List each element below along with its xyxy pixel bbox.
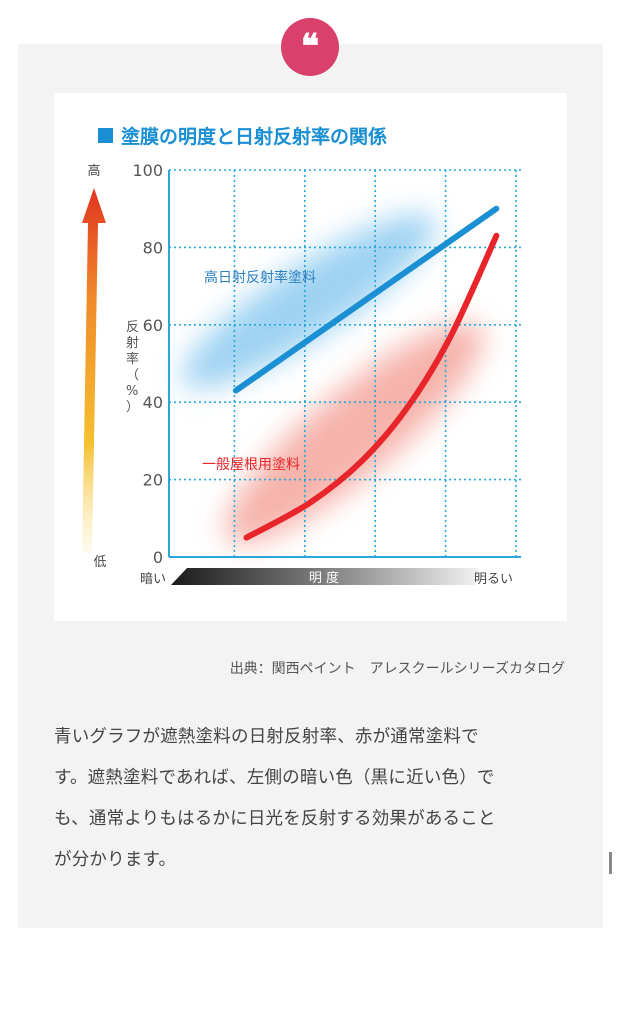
y-label-char: ） (126, 400, 139, 415)
y-tick-label: 80 (143, 238, 163, 257)
series-group (232, 205, 500, 541)
y-label-char: 射 (126, 335, 139, 351)
series-line-red (243, 232, 500, 541)
x-left-label: 暗い (140, 572, 166, 587)
y-tick-label: 60 (143, 316, 163, 335)
x-right-label: 明るい (474, 572, 513, 587)
y-label-char: 反 (126, 320, 139, 335)
series-line-blue (232, 205, 500, 394)
body-paragraph: 青いグラフが遮熱塗料の日射反射率、赤が通常塗料で す。遮熱塗料であれば、左側の暗… (54, 717, 554, 881)
y-axis-label-text: 反射率（%） (126, 320, 139, 415)
red-glow (224, 322, 484, 544)
y-axis-label: 反射率（%） (126, 320, 139, 415)
x-gradient-bar (171, 568, 479, 585)
body-line: す。遮熱塗料であれば、左側の暗い色（黒に近い色）で (54, 768, 495, 788)
scrollbar-thumb[interactable] (609, 852, 612, 874)
title-square-icon (98, 128, 113, 143)
chart-svg: 塗膜の明度と日射反射率の関係 0 20 40 60 80 100 高 低 反射率（%） 暗… (82, 125, 521, 587)
chart-figure: 塗膜の明度と日射反射率の関係 0 20 40 60 80 100 高 低 反射率（%） 暗… (54, 93, 567, 621)
body-line: 青いグラフが遮熱塗料の日射反射率、赤が通常塗料で (54, 727, 479, 747)
y-label-char: % (126, 384, 138, 399)
axes: 0 20 40 60 80 100 (132, 161, 521, 567)
y-tick-label: 0 (153, 548, 163, 567)
y-tick-label: 100 (132, 161, 163, 180)
scale-top-label: 高 (87, 163, 100, 179)
body-line: も、通常よりもはるかに日光を反射する効果があること (54, 809, 496, 829)
series-label-blue: 高日射反射率塗料 (204, 269, 316, 286)
y-label-char: 率 (126, 351, 139, 367)
body-line: が分かります。 (54, 850, 177, 870)
scale-arrow (82, 188, 106, 553)
blue-glow (181, 213, 437, 389)
y-label-char: （ (126, 368, 139, 383)
source-caption: 出典：関西ペイント アレスクールシリーズカタログ (229, 661, 565, 677)
x-axis-label: 明 度 (309, 570, 339, 586)
y-tick-label: 40 (143, 393, 163, 412)
chart-title: 塗膜の明度と日射反射率の関係 (121, 125, 387, 148)
y-tick-label: 20 (143, 471, 163, 490)
series-label-red: 一般屋根用塗料 (202, 456, 300, 473)
scale-bottom-label: 低 (93, 555, 106, 570)
quote-mark-icon: ❝ (281, 18, 339, 76)
